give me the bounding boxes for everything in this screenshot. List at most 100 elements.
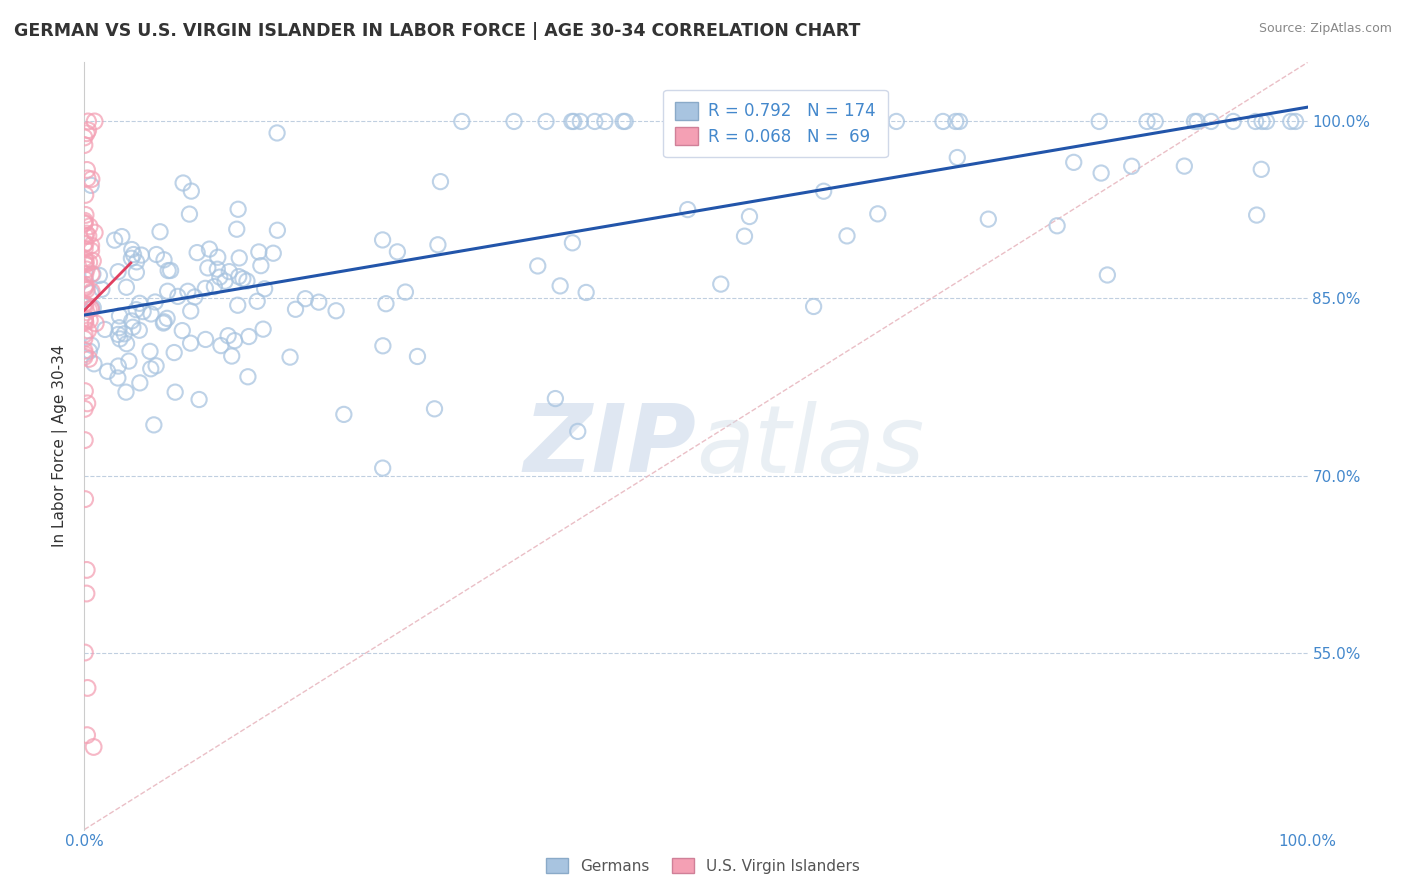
Point <box>948 114 970 128</box>
Point <box>548 279 571 293</box>
Point <box>838 114 860 128</box>
Point <box>107 265 129 279</box>
Point <box>77 228 100 243</box>
Point <box>534 114 557 128</box>
Point <box>80 178 103 193</box>
Point <box>278 350 301 364</box>
Point <box>75 347 97 361</box>
Point <box>76 262 98 277</box>
Point <box>76 305 98 319</box>
Point <box>115 385 138 400</box>
Point <box>561 114 583 128</box>
Point <box>94 322 117 336</box>
Point <box>80 301 103 316</box>
Point <box>128 323 150 337</box>
Point <box>77 351 100 366</box>
Point <box>246 294 269 309</box>
Point <box>122 247 145 261</box>
Point <box>1284 114 1306 128</box>
Point <box>226 298 249 312</box>
Point <box>83 739 105 754</box>
Point <box>159 263 181 277</box>
Point <box>977 212 1000 227</box>
Point <box>75 257 97 271</box>
Point <box>152 316 174 330</box>
Point <box>75 277 97 292</box>
Point <box>75 315 97 329</box>
Point <box>866 207 889 221</box>
Point <box>710 277 733 292</box>
Point <box>266 126 288 140</box>
Point <box>73 214 96 228</box>
Point <box>575 285 598 300</box>
Point <box>688 114 710 128</box>
Point <box>75 188 97 202</box>
Point <box>198 242 221 256</box>
Point <box>73 216 96 230</box>
Point <box>202 279 225 293</box>
Point <box>371 461 394 475</box>
Point <box>107 371 129 385</box>
Point <box>75 492 97 507</box>
Point <box>121 314 143 328</box>
Point <box>107 327 129 342</box>
Point <box>262 246 284 260</box>
Point <box>569 114 592 128</box>
Point <box>139 307 162 321</box>
Point <box>177 285 200 299</box>
Point <box>108 332 131 346</box>
Point <box>118 354 141 368</box>
Point <box>90 282 112 296</box>
Point <box>180 304 202 318</box>
Point <box>73 272 96 286</box>
Point <box>394 285 416 299</box>
Point <box>75 299 97 313</box>
Point <box>375 296 398 310</box>
Point <box>1144 114 1167 128</box>
Point <box>73 237 96 252</box>
Point <box>83 114 105 128</box>
Point <box>217 328 239 343</box>
Point <box>429 175 451 189</box>
Point <box>294 292 316 306</box>
Point <box>122 320 145 334</box>
Point <box>946 151 969 165</box>
Point <box>1063 155 1085 169</box>
Point <box>111 229 134 244</box>
Point <box>75 208 97 222</box>
Point <box>75 228 97 243</box>
Point <box>75 227 97 241</box>
Point <box>232 271 254 285</box>
Point <box>104 233 127 247</box>
Point <box>132 304 155 318</box>
Text: GERMAN VS U.S. VIRGIN ISLANDER IN LABOR FORCE | AGE 30-34 CORRELATION CHART: GERMAN VS U.S. VIRGIN ISLANDER IN LABOR … <box>14 22 860 40</box>
Point <box>503 114 526 128</box>
Point <box>1088 114 1111 128</box>
Point <box>738 210 761 224</box>
Point <box>371 339 394 353</box>
Point <box>561 235 583 250</box>
Point <box>1184 114 1206 128</box>
Point <box>194 281 217 295</box>
Point <box>1185 114 1208 128</box>
Point <box>115 336 138 351</box>
Point <box>1256 114 1278 128</box>
Point <box>179 207 201 221</box>
Point <box>172 324 194 338</box>
Point <box>76 126 98 140</box>
Text: ZIP: ZIP <box>523 400 696 492</box>
Point <box>228 269 250 284</box>
Point <box>1244 114 1267 128</box>
Point <box>1222 114 1244 128</box>
Point <box>583 114 606 128</box>
Point <box>194 333 217 347</box>
Point <box>803 300 825 314</box>
Point <box>73 242 96 256</box>
Point <box>76 162 98 177</box>
Point <box>308 295 330 310</box>
Point <box>107 359 129 373</box>
Point <box>73 217 96 231</box>
Point <box>186 245 208 260</box>
Point <box>73 314 96 328</box>
Point <box>79 219 101 234</box>
